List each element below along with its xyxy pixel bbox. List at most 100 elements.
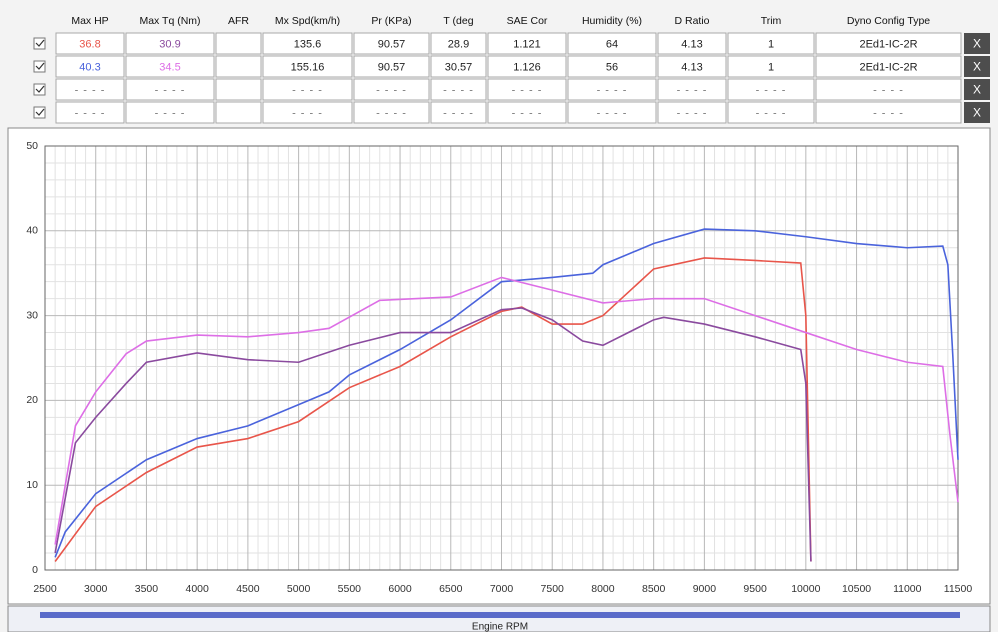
scroll-strip (7, 605, 991, 632)
table-cell (430, 32, 487, 55)
table-cell (487, 55, 567, 78)
cell-value: 56 (606, 61, 618, 73)
column-header: SAE Cor (507, 15, 548, 27)
cell-value: - - - - (443, 84, 474, 96)
x-tick-label: 6500 (439, 583, 463, 595)
column-header: Mx Spd(km/h) (275, 15, 340, 27)
series-line (54, 307, 812, 562)
cell-value: - - - - (155, 107, 186, 119)
table-cell (262, 32, 353, 55)
x-axis-label: Engine RPM (472, 622, 528, 632)
cell-value: 36.8 (79, 38, 100, 50)
table-cell (262, 101, 353, 124)
checkmark (35, 39, 45, 47)
cell-value: 30.9 (159, 38, 180, 50)
x-tick-label: 2500 (33, 583, 57, 595)
checkbox[interactable] (33, 37, 46, 50)
cell-value: - - - - (75, 107, 106, 119)
table-cell (262, 55, 353, 78)
table-cell (430, 101, 487, 124)
plot-frame (44, 145, 959, 571)
column-header: Pr (KPa) (371, 15, 411, 27)
cell-value: 2Ed1-IC-2R (859, 38, 917, 50)
table-cell (657, 78, 727, 101)
column-header: Max Tq (Nm) (139, 15, 200, 27)
checkmark (35, 62, 45, 70)
cell-value: 135.6 (294, 38, 322, 50)
remove-label: X (973, 60, 981, 74)
cell-value: - - - - (75, 84, 106, 96)
table-cell (657, 55, 727, 78)
column-header: Trim (761, 15, 782, 27)
table-cell (815, 55, 962, 78)
cell-value: - - - - (512, 107, 543, 119)
cell-value: 90.57 (378, 61, 406, 73)
column-header: Humidity (%) (582, 15, 642, 27)
table-cell (125, 101, 215, 124)
cell-value: 64 (606, 38, 618, 50)
y-tick-label: 10 (26, 479, 38, 491)
table-cell (727, 32, 815, 55)
scrollbar (40, 612, 960, 618)
table-cell (727, 55, 815, 78)
cell-value: 30.57 (445, 61, 473, 73)
remove-label: X (973, 37, 981, 51)
x-tick-label: 10500 (842, 583, 871, 595)
table-cell (727, 101, 815, 124)
table-cell (55, 32, 125, 55)
checkbox[interactable] (33, 106, 46, 119)
cell-value: 1.121 (513, 38, 541, 50)
x-tick-label: 4500 (236, 583, 260, 595)
remove-button[interactable] (964, 56, 990, 77)
cell-value: 1 (768, 38, 774, 50)
x-tick-label: 3000 (84, 583, 108, 595)
table-cell (430, 78, 487, 101)
checkbox[interactable] (33, 83, 46, 96)
remove-button[interactable] (964, 33, 990, 54)
cell-value: 28.9 (448, 38, 469, 50)
cell-value: 40.3 (79, 61, 100, 73)
cell-value: 2Ed1-IC-2R (859, 61, 917, 73)
table-cell (55, 55, 125, 78)
table-cell (353, 78, 430, 101)
cell-value: - - - - (873, 84, 904, 96)
remove-button[interactable] (964, 79, 990, 100)
cell-value: 1.126 (513, 61, 541, 73)
x-tick-label: 10000 (791, 583, 820, 595)
column-header: T (deg (443, 15, 473, 27)
cell-value: - - - - (756, 84, 787, 96)
x-tick-label: 3500 (135, 583, 159, 595)
table-cell (353, 55, 430, 78)
table-cell (657, 32, 727, 55)
remove-button[interactable] (964, 102, 990, 123)
table-cell (815, 101, 962, 124)
y-tick-label: 0 (32, 564, 38, 576)
column-header: AFR (228, 15, 249, 27)
cell-value: - - - - (677, 84, 708, 96)
table-cell (215, 78, 262, 101)
y-tick-label: 30 (26, 309, 38, 321)
checkbox[interactable] (33, 60, 46, 73)
checkmark (35, 85, 45, 93)
table-cell (815, 32, 962, 55)
table-cell (567, 55, 657, 78)
table-cell (262, 78, 353, 101)
column-header: D Ratio (674, 15, 709, 27)
cell-value: - - - - (292, 107, 323, 119)
cell-value: - - - - (597, 84, 628, 96)
cell-value: - - - - (597, 107, 628, 119)
table-cell (215, 55, 262, 78)
table-cell (55, 101, 125, 124)
checkmark (35, 108, 45, 116)
x-tick-label: 7000 (490, 583, 514, 595)
table-cell (567, 78, 657, 101)
cell-value: - - - - (155, 84, 186, 96)
series-line (54, 228, 959, 558)
table-cell (567, 32, 657, 55)
table-cell (215, 101, 262, 124)
cell-value: 90.57 (378, 38, 406, 50)
x-tick-label: 5000 (287, 583, 311, 595)
x-tick-label: 9000 (693, 583, 717, 595)
x-tick-label: 11000 (893, 583, 922, 595)
